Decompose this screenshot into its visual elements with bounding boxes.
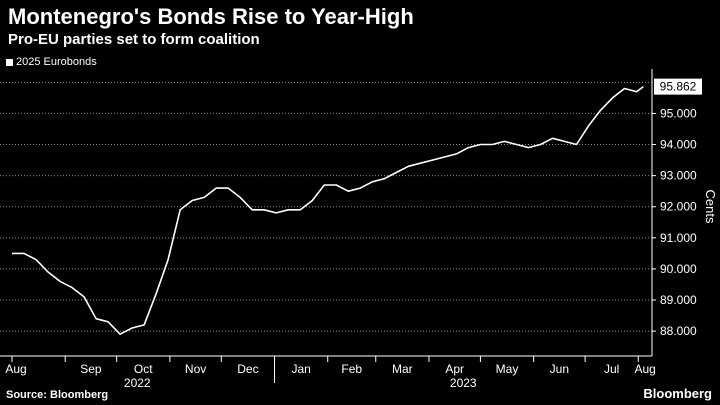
y-tick-label-7: 95.000 [660, 106, 697, 120]
y-tick-label-0: 88.000 [660, 324, 697, 338]
y-tick-label-3: 91.000 [660, 231, 697, 245]
legend: 2025 Eurobonds [6, 56, 97, 68]
chart-subtitle: Pro-EU parties set to form coalition [8, 31, 260, 48]
x-tick-label-4: Dec [237, 362, 258, 376]
y-axis-title: Cents [703, 190, 718, 224]
x-tick-label-7: Mar [392, 362, 413, 376]
x-tick-label-11: Jul [604, 362, 619, 376]
y-tick-label-5: 93.000 [660, 169, 697, 183]
axes [0, 69, 656, 383]
source-note: Source: Bloomberg [6, 389, 109, 401]
series-layer [12, 85, 644, 335]
x-tick-label-12: Aug [634, 362, 655, 376]
legend-label: 2025 Eurobonds [16, 56, 97, 68]
grid-lines [0, 81, 652, 332]
x-tick-label-5: Jan [291, 362, 310, 376]
year-label-2022: 2022 [124, 376, 151, 390]
x-tick-label-0: Aug [5, 362, 26, 376]
y-tick-label-2: 90.000 [660, 262, 697, 276]
x-tick-label-6: Feb [341, 362, 362, 376]
legend-swatch [6, 58, 13, 66]
x-tick-label-3: Nov [185, 362, 206, 376]
last-value-box [654, 78, 702, 95]
x-tick-label-8: Apr [445, 362, 464, 376]
x-tick-label-9: May [496, 362, 519, 376]
last-value-label: 95.862 [660, 80, 697, 94]
y-tick-label-6: 94.000 [660, 138, 697, 152]
y-tick-label-4: 92.000 [660, 200, 697, 214]
x-tick-label-10: Jun [550, 362, 569, 376]
series-line-2025-eurobonds [12, 85, 644, 335]
bloomberg-logo: Bloomberg [643, 386, 712, 401]
tick-labels: 88.000 89.000 90.000 91.000 92.000 93.000 94.0… [5, 78, 718, 390]
x-tick-label-1: Sep [80, 362, 102, 376]
x-tick-label-2: Oct [134, 362, 153, 376]
y-tick-label-1: 89.000 [660, 293, 697, 307]
chart-title: Montenegro's Bonds Rise to Year-High [8, 4, 414, 29]
year-label-2023: 2023 [450, 376, 477, 390]
